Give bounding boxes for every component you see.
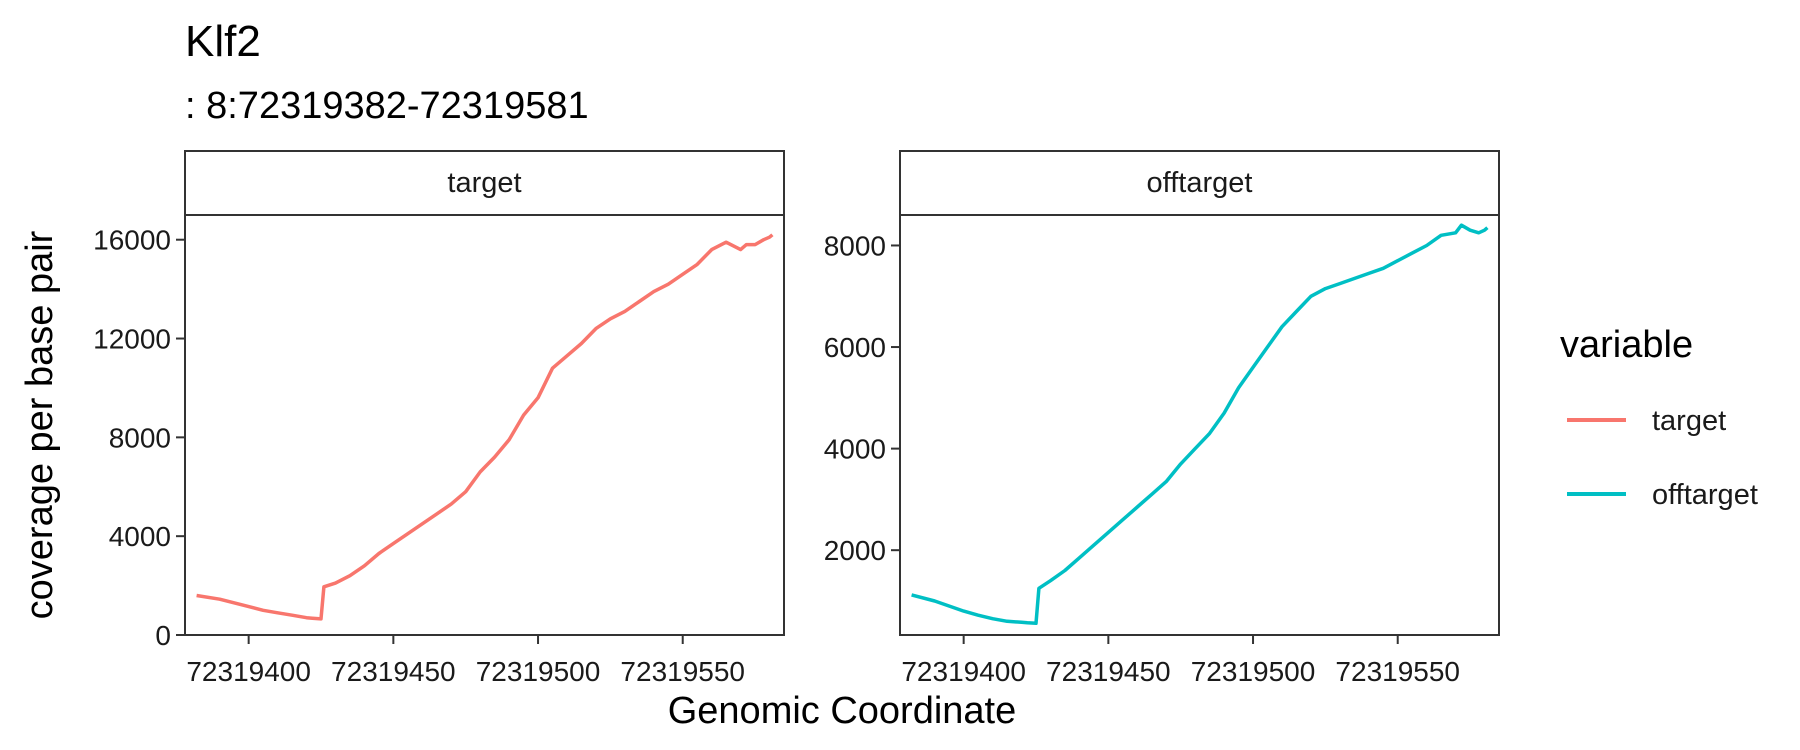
legend: variable target offtarget — [1560, 324, 1758, 511]
panel-offtarget: offtarget 2000 4000 6000 8000 72319400 723194… — [824, 150, 1500, 687]
strip-label-target: target — [447, 167, 521, 199]
y-tick-label: 2000 — [824, 535, 886, 566]
legend-title: variable — [1560, 324, 1693, 366]
y-tick-label: 0 — [155, 620, 171, 651]
strip-label-offtarget: offtarget — [1147, 167, 1253, 199]
series-line-offtarget — [911, 223, 1489, 626]
y-tick-label: 4000 — [109, 521, 171, 552]
x-tick-label: 72319550 — [1335, 656, 1460, 687]
x-tick-label: 72319500 — [1191, 656, 1316, 687]
panel-target: target 0 4000 8000 12000 16000 72319400 723194… — [93, 150, 785, 687]
legend-label-offtarget: offtarget — [1652, 479, 1758, 511]
x-tick-label: 72319400 — [901, 656, 1026, 687]
legend-label-target: target — [1652, 405, 1726, 437]
y-tick-label: 16000 — [93, 225, 171, 256]
chart-subtitle: : 8:72319382-72319581 — [185, 85, 589, 127]
x-tick-label: 72319450 — [1046, 656, 1171, 687]
x-axis-title: Genomic Coordinate — [668, 690, 1017, 732]
series-line-target — [196, 233, 774, 621]
y-tick-label: 12000 — [93, 324, 171, 355]
y-tick-label: 8000 — [109, 422, 171, 453]
strip-background — [899, 150, 1500, 216]
y-axis-title: coverage per base pair — [19, 230, 61, 619]
x-tick-label: 72319500 — [476, 656, 601, 687]
plot-area-target — [184, 214, 785, 636]
plot-area-offtarget — [899, 214, 1500, 636]
chart-title: Klf2 — [185, 17, 261, 66]
x-tick-label: 72319450 — [331, 656, 456, 687]
strip-background — [184, 150, 785, 216]
y-tick-label: 4000 — [824, 434, 886, 465]
y-tick-label: 8000 — [824, 230, 886, 261]
x-tick-label: 72319550 — [620, 656, 745, 687]
y-tick-label: 6000 — [824, 332, 886, 363]
x-tick-label: 72319400 — [186, 656, 311, 687]
